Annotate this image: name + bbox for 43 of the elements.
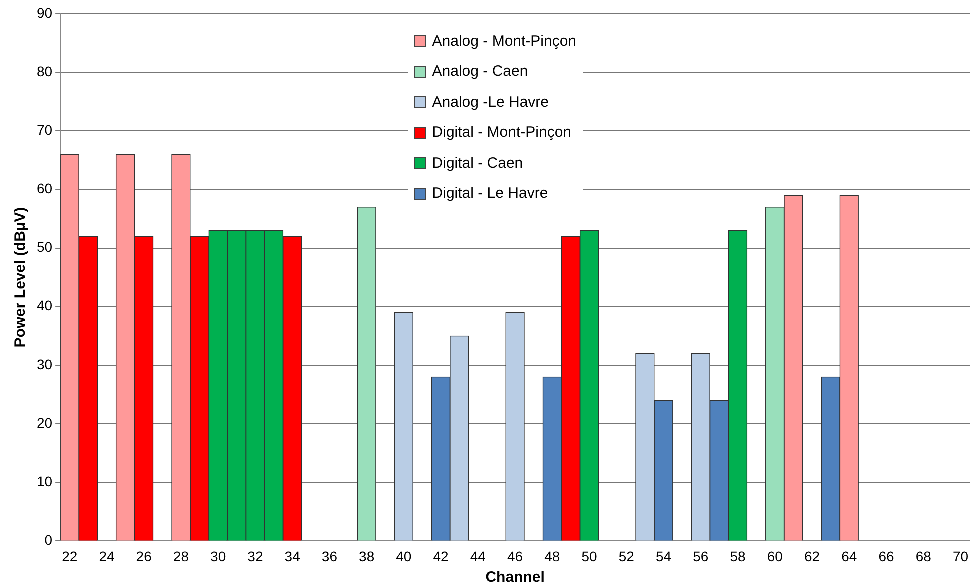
y-tick-label: 80 xyxy=(36,63,53,80)
x-tick-label: 32 xyxy=(248,548,264,564)
x-tick-label: 62 xyxy=(804,548,820,564)
legend-label: Digital - Caen xyxy=(432,154,524,172)
x-tick-label: 58 xyxy=(730,548,746,564)
x-tick-label: 44 xyxy=(470,548,486,564)
y-tick-label: 10 xyxy=(36,473,53,490)
x-tick-label: 40 xyxy=(396,548,412,564)
y-tick-label: 70 xyxy=(36,122,53,138)
x-tick-label: 64 xyxy=(842,548,858,564)
x-tick-label: 38 xyxy=(359,548,375,564)
legend-label: Analog - Caen xyxy=(432,63,528,80)
x-tick-label: 28 xyxy=(173,548,190,564)
x-tick-label: 42 xyxy=(433,548,450,564)
x-tick-label: 68 xyxy=(916,548,932,564)
legend-label: Analog - Mont-Pinçon xyxy=(432,32,577,50)
legend-label: Digital - Mont-Pinçon xyxy=(432,124,572,142)
y-tick-label: 40 xyxy=(36,298,53,314)
y-tick-label: 50 xyxy=(36,239,53,256)
x-tick-label: 70 xyxy=(952,548,969,564)
x-tick-label: 22 xyxy=(62,548,78,564)
x-tick-label: 36 xyxy=(322,548,338,564)
y-tick-label: 0 xyxy=(44,532,53,548)
x-tick-label: 54 xyxy=(656,548,672,564)
x-tick-label: 48 xyxy=(544,548,560,564)
y-tick-label: 90 xyxy=(36,4,53,21)
legend-label: Digital - Le Havre xyxy=(432,185,548,202)
x-tick-label: 66 xyxy=(878,548,894,564)
x-tick-label: 24 xyxy=(99,548,115,564)
x-tick-label: 50 xyxy=(582,548,598,564)
x-tick-label: 56 xyxy=(693,548,709,564)
y-tick-label: 20 xyxy=(36,414,53,431)
y-tick-label: 30 xyxy=(36,356,53,372)
x-tick-label: 34 xyxy=(284,548,301,564)
y-tick-label: 60 xyxy=(36,180,53,197)
x-tick-label: 52 xyxy=(618,548,635,564)
x-tick-label: 26 xyxy=(136,548,152,564)
x-tick-label: 30 xyxy=(210,548,226,564)
x-tick-label: 46 xyxy=(507,548,524,564)
legend-label: Analog -Le Havre xyxy=(432,94,550,111)
y-axis-title: Power Level (dBµV) xyxy=(12,207,30,348)
x-axis-title: Channel xyxy=(486,569,545,586)
x-tick-label: 60 xyxy=(767,548,784,564)
